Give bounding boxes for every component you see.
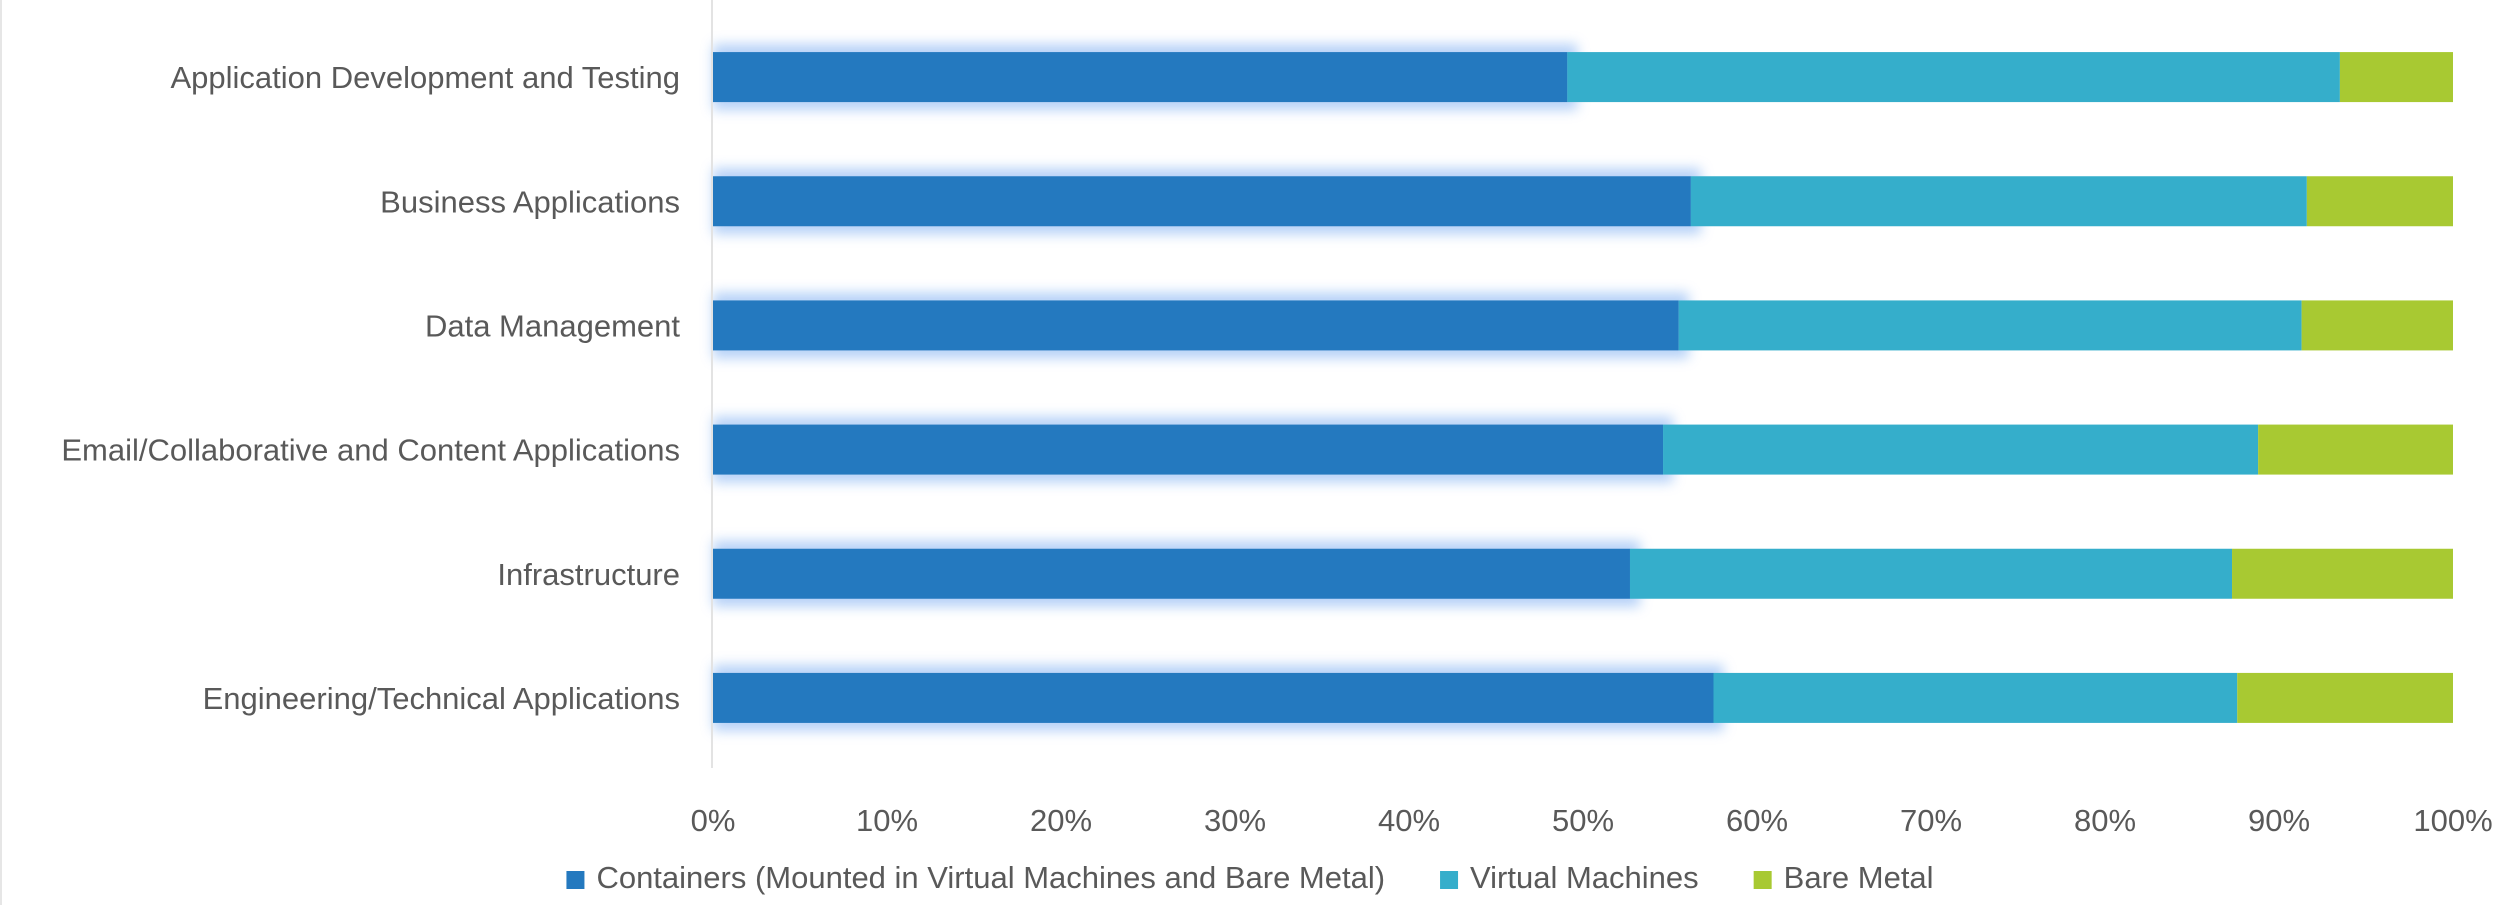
bar-segment [2306,176,2453,227]
legend-label: Virtual Machines [1470,860,1699,895]
legend: Containers (Mounted in Virtual Machines … [566,860,1934,895]
bar-segment [713,300,1679,351]
bar-segment [713,672,1714,723]
bar-segment [1713,672,2238,723]
legend-swatch [1440,871,1459,889]
x-tick-label: 50% [1552,803,1614,838]
category-labels: Application Development and Testing Busin… [61,60,680,716]
category-label: Business Applications [380,184,680,219]
bar-segment [713,176,1691,227]
chart-border [0,0,2,905]
x-tick-label: 40% [1378,803,1440,838]
category-label: Application Development and Testing [170,60,680,95]
legend-swatch [1753,871,1772,889]
category-label: Email/Collaborative and Content Applicat… [61,433,680,468]
x-tick-label: 70% [1900,803,1962,838]
bar-segment [713,424,1664,475]
x-tick-label: 80% [2074,803,2136,838]
bars-layer [713,44,2453,731]
legend-label: Containers (Mounted in Virtual Machines … [596,860,1385,895]
bar-segment [713,52,1568,103]
category-label: Infrastructure [497,557,680,592]
bar-segment [1567,52,2340,103]
bar-segment [2237,672,2453,723]
x-tick-label: 90% [2248,803,2310,838]
bar-segment [2258,424,2453,475]
bar-segment [1690,176,2307,227]
bar-segment [1663,424,2259,475]
bar-segment [2301,300,2453,351]
legend-label: Bare Metal [1784,860,1934,895]
x-tick-label: 60% [1726,803,1788,838]
legend-swatch [566,871,585,889]
category-label: Engineering/Technical Applications [203,681,680,716]
x-tick-label: 0% [691,803,736,838]
bar-segment [1629,548,2233,599]
x-tick-label: 10% [856,803,918,838]
bar-segment [2339,52,2453,103]
x-tick-label: 100% [2413,803,2492,838]
bar-segment [2232,548,2453,599]
x-tick-label: 20% [1030,803,1092,838]
x-tick-labels: 0% 10% 20% 30% 40% 50% 60% 70% 80% 90% 100% [691,803,2493,838]
category-label: Data Management [425,308,680,343]
x-tick-label: 30% [1204,803,1266,838]
bar-segment [1678,300,2302,351]
bar-segment [713,548,1630,599]
